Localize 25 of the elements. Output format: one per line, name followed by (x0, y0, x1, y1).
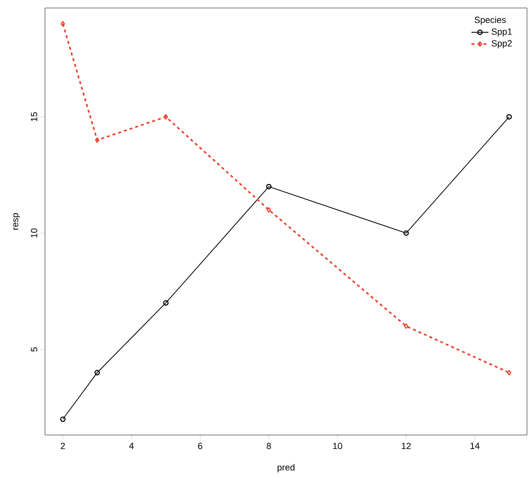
legend-label: Spp2 (492, 40, 512, 48)
y-tick-label: 5 (30, 347, 38, 352)
x-tick-label: 10 (333, 442, 342, 450)
x-tick-label: 8 (266, 442, 271, 450)
point (506, 370, 512, 376)
x-axis-title: pred (278, 464, 294, 472)
point (60, 21, 66, 27)
y-axis-title: resp (13, 213, 20, 230)
legend-title: Species (474, 16, 506, 25)
point (94, 370, 100, 376)
legend-label: Spp1 (492, 28, 512, 37)
point (404, 323, 408, 329)
x-tick-label: 6 (198, 442, 202, 450)
point (266, 184, 272, 190)
point (266, 207, 272, 213)
x-tick-label: 14 (470, 442, 480, 449)
y-tick-label: 10 (30, 228, 38, 238)
y-tick-label: 15 (30, 112, 38, 122)
x-tick-label: 2 (60, 442, 65, 450)
point (403, 230, 409, 236)
point (163, 300, 169, 306)
point (94, 137, 100, 143)
x-tick-label: 12 (402, 442, 411, 450)
point (164, 114, 168, 120)
x-tick-label: 4 (129, 442, 134, 449)
